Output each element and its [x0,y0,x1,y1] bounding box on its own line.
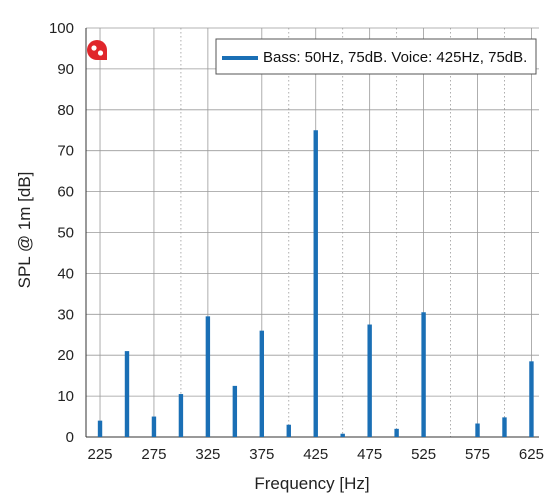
y-tick-label: 70 [57,143,74,160]
x-tick-label: 525 [411,446,436,463]
y-tick-label: 60 [57,184,74,201]
x-tick-label: 625 [519,446,544,463]
y-tick-label: 10 [57,388,74,405]
x-axis-label: Frequency [Hz] [254,474,369,493]
bar [286,424,291,437]
bar [205,316,211,437]
y-tick-labels: 0 10 20 30 40 50 60 70 80 90 100 [49,20,74,446]
bar [232,385,238,437]
y-tick-label: 40 [57,265,74,282]
legend-box [215,38,537,75]
bar [340,433,345,437]
y-tick-label: 50 [57,225,74,242]
bars [97,130,534,437]
x-tick-label: 375 [249,446,274,463]
x-tick-label: 275 [141,446,166,463]
x-tick-label: 475 [357,446,382,463]
bar [529,361,534,437]
legend-label: Bass: 50Hz, 75dB. Voice: 425Hz, 75dB. [263,49,527,66]
bar [421,312,426,437]
x-tick-label: 425 [303,446,328,463]
bar [502,417,507,437]
bar [124,351,130,437]
bar [178,394,184,437]
y-tick-label: 90 [57,61,74,78]
x-tick-label: 325 [195,446,220,463]
x-tick-label: 225 [88,446,113,463]
bar [313,130,318,437]
y-tick-label: 0 [66,429,74,446]
bar [367,324,372,437]
x-tick-label: 575 [465,446,490,463]
bar [97,420,103,437]
y-tick-label: 80 [57,102,74,119]
bar [151,416,157,437]
bar [475,423,480,437]
record-logo-icon [87,40,107,60]
y-tick-label: 30 [57,306,74,323]
y-tick-label: 100 [49,20,74,37]
bar [259,330,265,437]
y-tick-label: 20 [57,347,74,364]
bar [394,428,399,437]
legend: Bass: 50Hz, 75dB. Voice: 425Hz, 75dB. [215,38,537,75]
y-axis-label: SPL @ 1m [dB] [15,172,34,289]
grid [86,27,539,437]
axes [85,28,539,438]
x-tick-labels: 225 275 325 375 425 475 525 575 625 [88,446,544,463]
